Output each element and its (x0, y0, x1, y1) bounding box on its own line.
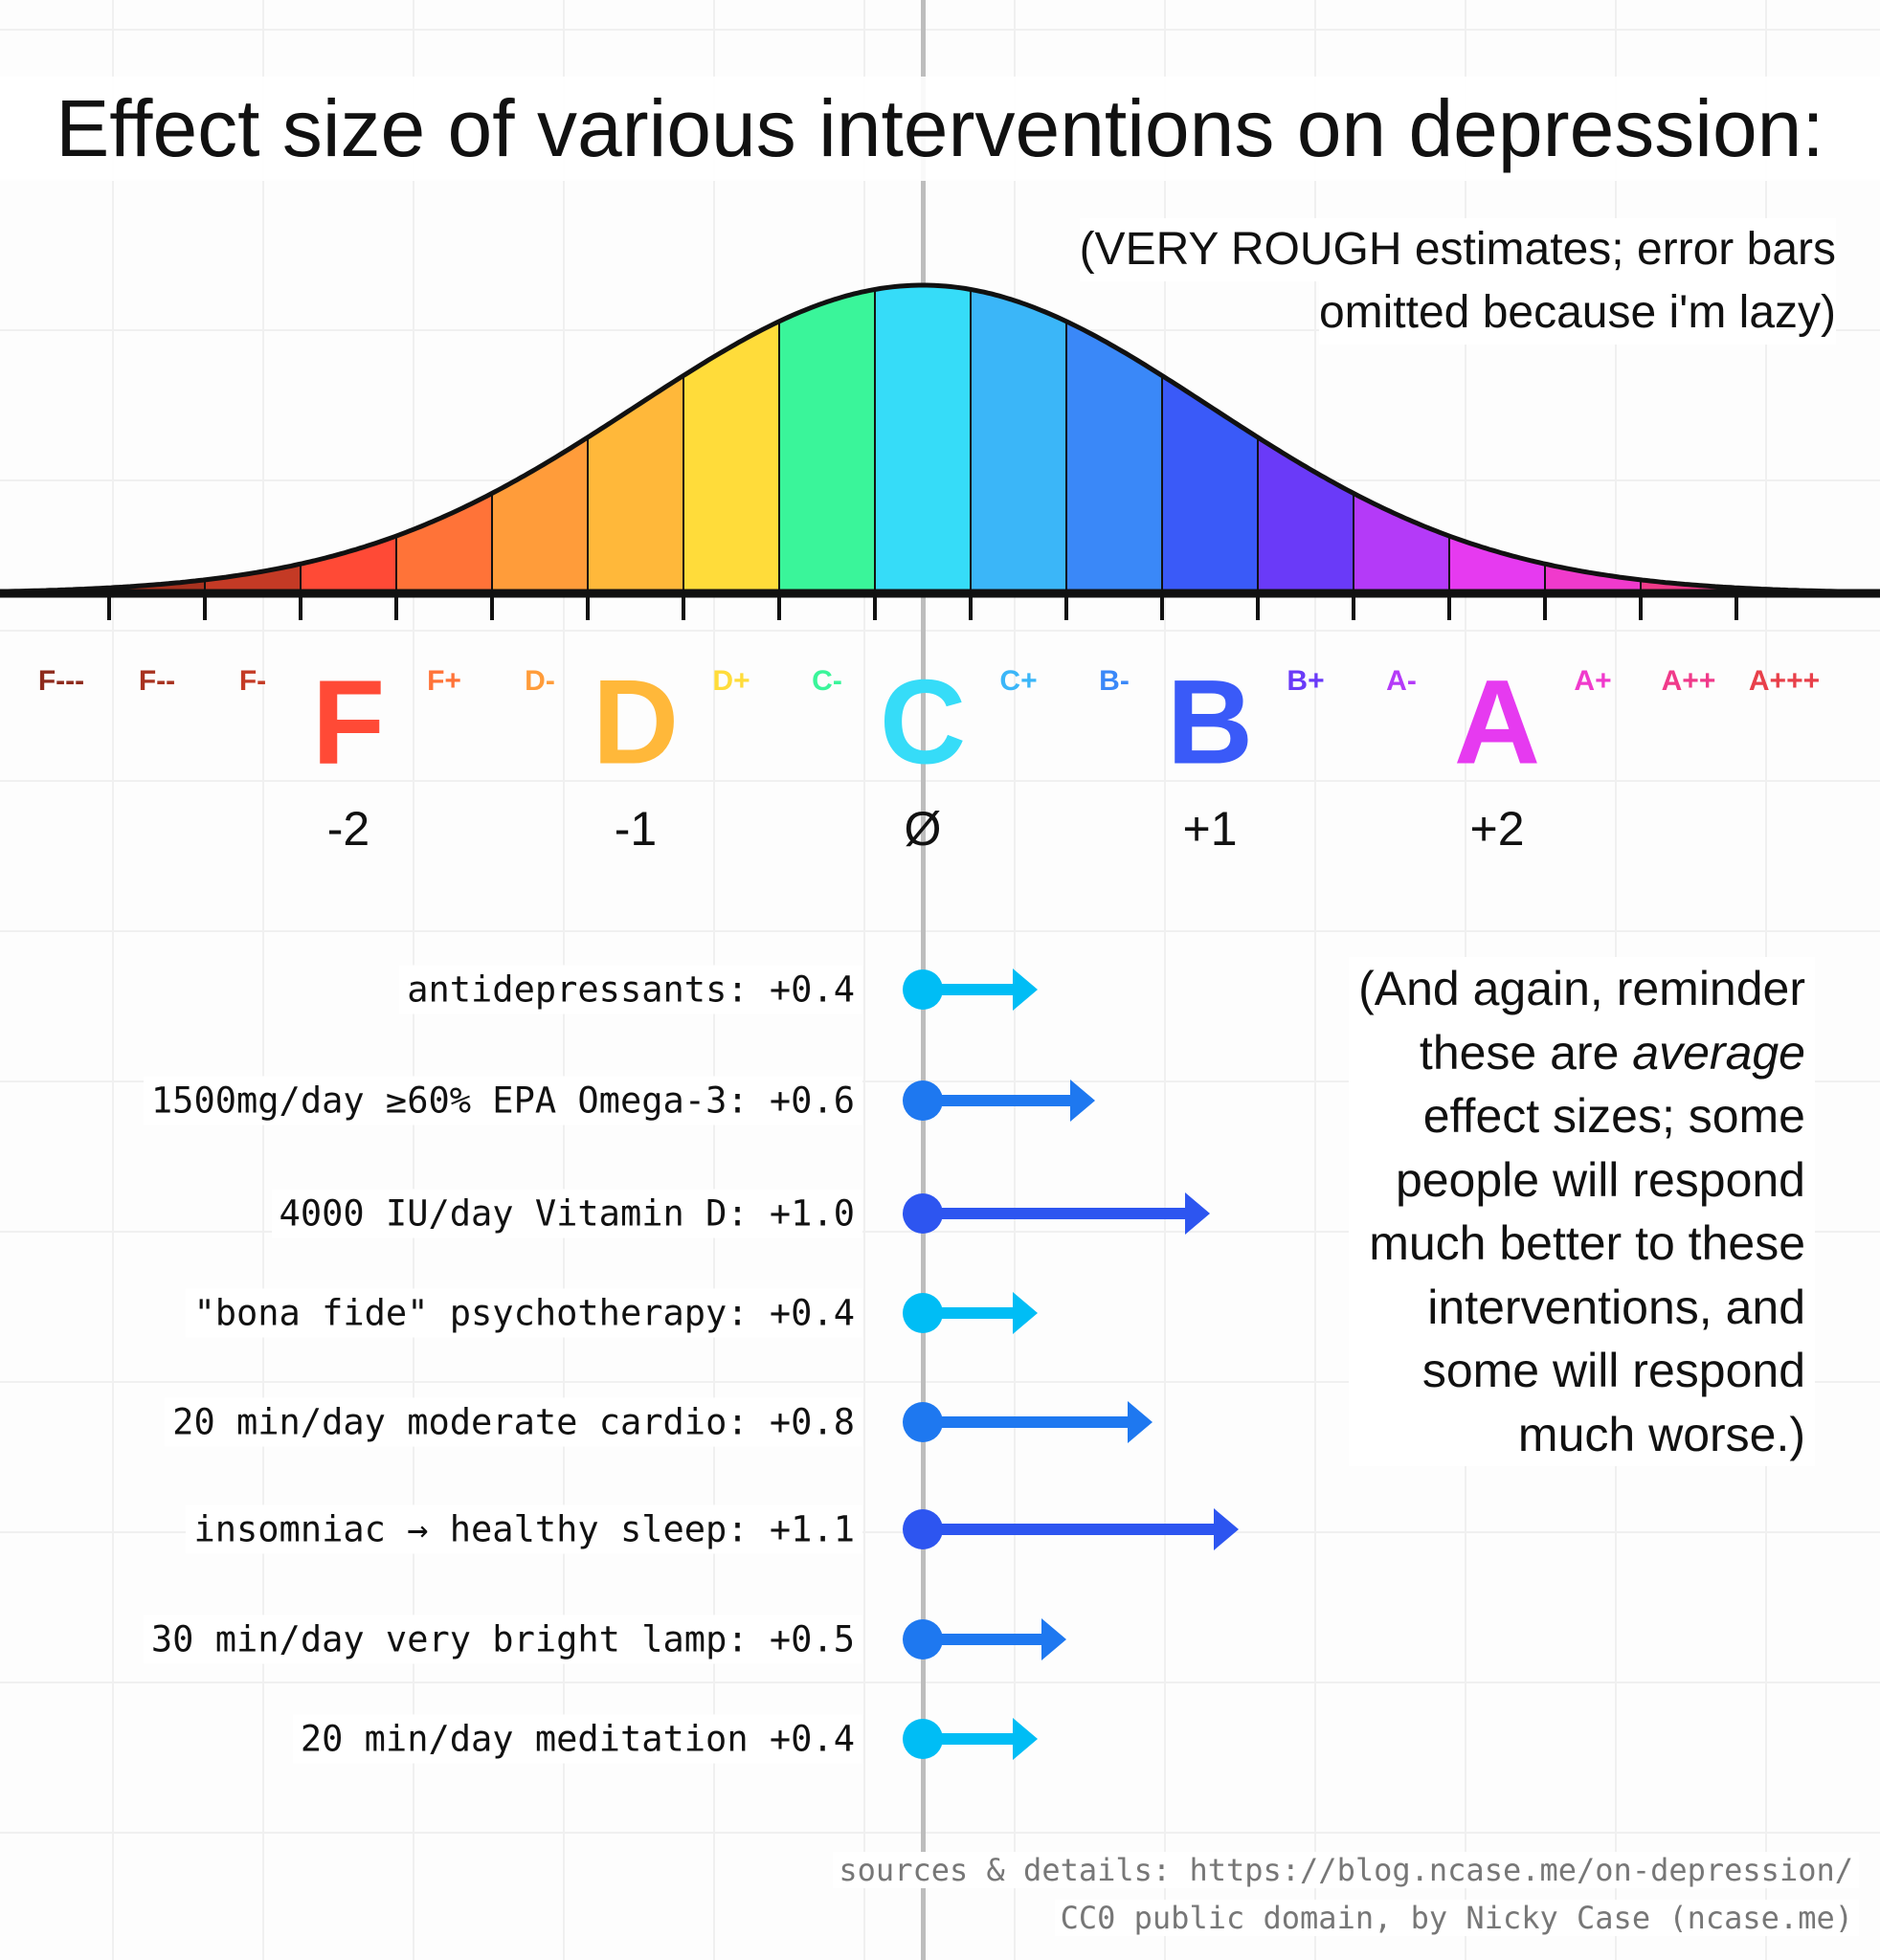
note-line: interventions, and (1427, 1280, 1805, 1334)
intervention-label: insomniac → healthy sleep: +1.1 (186, 1504, 862, 1554)
grade-label: A+++ (1748, 665, 1821, 697)
axis-tick-label: Ø (904, 802, 942, 856)
grade-label: B+ (1287, 665, 1325, 697)
effect-arrow-head (1185, 1192, 1210, 1235)
effect-arrow-origin (903, 1293, 943, 1333)
intervention-label: 20 min/day meditation +0.4 (292, 1714, 862, 1764)
note-emphasis: average (1632, 1025, 1805, 1080)
effect-arrow-origin (903, 1402, 943, 1442)
effect-arrow-head (1214, 1508, 1239, 1550)
effect-arrow-head (1041, 1618, 1066, 1660)
grade-label: F (311, 656, 386, 790)
axis-tick-label: -1 (614, 802, 658, 856)
subtitle-line-1: (VERY ROUGH estimates; error bars (1079, 218, 1836, 281)
grade-band (875, 285, 972, 593)
grade-label: C- (812, 665, 842, 697)
grade-label: F--- (37, 665, 85, 697)
intervention-label: 20 min/day moderate cardio: +0.8 (165, 1397, 862, 1447)
note-line: (And again, reminder (1358, 962, 1805, 1015)
page-title: Effect size of various interventions on … (0, 77, 1880, 181)
intervention-label: 1500mg/day ≥60% EPA Omega-3: +0.6 (143, 1076, 862, 1125)
grade-label: C+ (999, 665, 1038, 697)
grade-label: B (1166, 656, 1254, 790)
bell-curve-outline (0, 282, 1880, 595)
intervention-label: "bona fide" psychotherapy: +0.4 (186, 1288, 862, 1338)
note-text: these are (1419, 1025, 1633, 1080)
reminder-note: (And again, reminder these are average e… (1349, 957, 1815, 1466)
effect-arrow-head (1070, 1080, 1095, 1122)
note-line: much better to these (1369, 1216, 1805, 1270)
grade-label: D+ (712, 665, 750, 697)
grade-band (971, 285, 1067, 593)
grade-label: F+ (427, 665, 461, 697)
grade-label: A (1453, 656, 1541, 790)
grade-label: D (592, 656, 680, 790)
grade-label: A++ (1661, 665, 1716, 697)
grade-label: D- (525, 665, 555, 697)
note-line: these are average (1358, 1021, 1805, 1085)
intervention-label: 30 min/day very bright lamp: +0.5 (143, 1615, 862, 1664)
sources-link[interactable]: sources & details: https://blog.ncase.me… (833, 1852, 1859, 1888)
note-line: some will respond (1421, 1344, 1805, 1397)
grade-label: B- (1099, 665, 1130, 697)
effect-arrow-origin (903, 1509, 943, 1549)
effect-arrow-origin (903, 1193, 943, 1234)
note-line: effect sizes; some (1422, 1089, 1805, 1143)
effect-arrow-origin (903, 969, 943, 1010)
license-credit: CC0 public domain, by Nicky Case (ncase.… (1054, 1900, 1859, 1936)
subtitle-line-2: omitted because i'm lazy) (1318, 281, 1836, 345)
grade-label: F- (238, 665, 267, 697)
grade-label: C (879, 656, 967, 790)
intervention-label: antidepressants: +0.4 (399, 965, 862, 1014)
effect-arrow-head (1013, 1292, 1038, 1334)
intervention-label: 4000 IU/day Vitamin D: +1.0 (271, 1189, 862, 1238)
effect-arrow-origin (903, 1719, 943, 1759)
effect-arrow-head (1013, 969, 1038, 1011)
axis-tick-label: -2 (326, 802, 370, 856)
effect-arrow-head (1128, 1401, 1153, 1443)
effect-arrow-head (1013, 1718, 1038, 1760)
grade-band (779, 285, 876, 593)
axis-tick-label: +1 (1182, 802, 1238, 856)
grade-label: A- (1386, 665, 1417, 697)
effect-arrow-origin (903, 1080, 943, 1121)
note-line: much worse.) (1517, 1407, 1805, 1461)
effect-arrow-origin (903, 1619, 943, 1659)
axis-tick-label: +2 (1469, 802, 1525, 856)
note-line: people will respond (1395, 1152, 1805, 1207)
grade-label: F-- (138, 665, 176, 697)
grade-label: A+ (1574, 665, 1612, 697)
